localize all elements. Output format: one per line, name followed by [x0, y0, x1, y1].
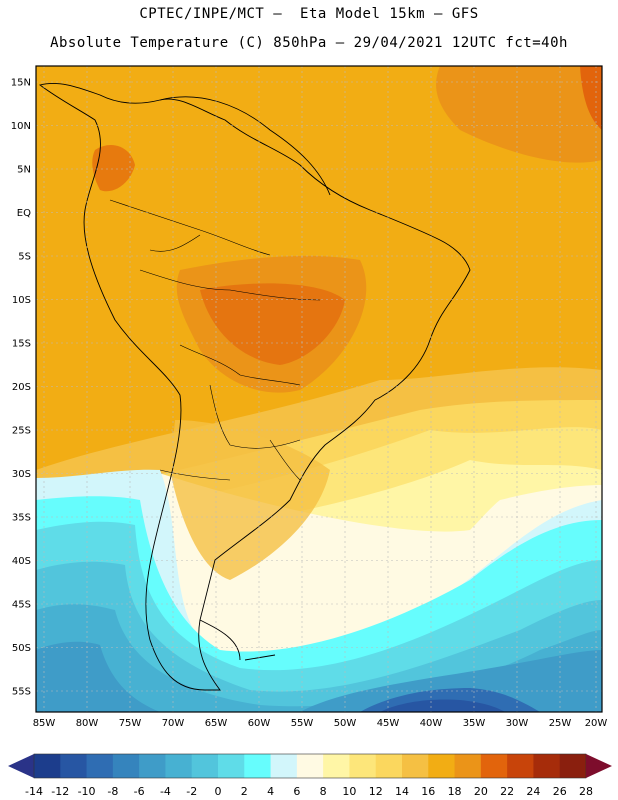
lon-label: 20W	[585, 718, 608, 729]
lon-label: 60W	[248, 718, 271, 729]
colorbar-swatch	[323, 754, 350, 778]
colorbar-label: 18	[448, 785, 462, 798]
lon-label: 35W	[463, 718, 486, 729]
colorbar-label: -12	[51, 785, 69, 798]
lon-label: 25W	[549, 718, 572, 729]
colorbar-swatch	[296, 754, 324, 778]
colorbar-left-arrow	[8, 754, 34, 778]
colorbar-label: -4	[160, 785, 171, 798]
colorbar-swatch	[191, 754, 219, 778]
lat-label: 10N	[11, 121, 31, 132]
colorbar-swatch	[559, 754, 587, 778]
lat-label: 50S	[12, 643, 31, 654]
colorbar-swatch	[60, 754, 88, 778]
colorbar-label: 4	[267, 785, 274, 798]
colorbar-swatch	[480, 754, 508, 778]
map-frame	[35, 65, 603, 713]
colorbar-label: -2	[186, 785, 197, 798]
map-title-line-2: Absolute Temperature (C) 850hPa – 29/04/…	[50, 35, 568, 51]
colorbar-label: 26	[553, 785, 567, 798]
lon-label: 85W	[33, 718, 56, 729]
temperature-field	[36, 66, 602, 712]
lat-label: 25S	[12, 426, 31, 437]
colorbar-swatch	[349, 754, 377, 778]
colorbar: -14 -12 -10 -8 -6 -4 -2 0 2 4 6 8 10 12 14 16 18 20 22 24 26…	[8, 753, 612, 798]
lon-label: 75W	[119, 718, 142, 729]
lon-label: 70W	[162, 718, 185, 729]
lon-label: 30W	[506, 718, 529, 729]
colorbar-swatch	[112, 754, 140, 778]
lon-label: 40W	[420, 718, 443, 729]
colorbar-label: 14	[395, 785, 409, 798]
lat-label: 35S	[12, 513, 31, 524]
lon-label: 50W	[334, 718, 357, 729]
colorbar-label: 10	[342, 785, 356, 798]
colorbar-label: -8	[107, 785, 118, 798]
lat-label: 40S	[12, 556, 31, 567]
colorbar-label: 16	[421, 785, 435, 798]
lat-label: 45S	[12, 600, 31, 611]
colorbar-swatch	[218, 754, 245, 778]
colorbar-swatch	[270, 754, 298, 778]
colorbar-swatch	[454, 754, 482, 778]
colorbar-label: 12	[369, 785, 383, 798]
colorbar-swatch	[375, 754, 403, 778]
colorbar-swatch	[533, 754, 561, 778]
lon-label: 55W	[291, 718, 314, 729]
colorbar-swatch	[86, 754, 114, 778]
coastlines	[38, 83, 471, 691]
colorbar-labels: -14 -12 -10 -8 -6 -4 -2 0 2 4 6 8 10 12 14 16 18 20 22 24 26…	[25, 785, 593, 798]
colorbar-swatch	[139, 754, 166, 778]
colorbar-label: 8	[320, 785, 327, 798]
lon-label: 65W	[205, 718, 228, 729]
map-title-line-1: CPTEC/INPE/MCT – Eta Model 15km – GFS	[139, 6, 479, 22]
colorbar-label: 2	[241, 785, 248, 798]
lon-label: 45W	[377, 718, 400, 729]
colorbar-label: 22	[500, 785, 514, 798]
lat-label: EQ	[17, 208, 31, 219]
colorbar-label: -10	[78, 785, 96, 798]
colorbar-swatch	[244, 754, 272, 778]
graticule	[36, 66, 602, 712]
colorbar-swatch	[34, 754, 61, 778]
lat-label: 10S	[12, 295, 31, 306]
lat-label: 15S	[12, 339, 31, 350]
colorbar-swatch	[165, 754, 193, 778]
longitude-labels: 85W 80W 75W 70W 65W 60W 55W 50W 45W 40W …	[33, 718, 608, 729]
lat-label: 5S	[18, 252, 31, 263]
colorbar-swatch	[507, 754, 534, 778]
latitude-labels: 15N 10N 5N EQ 5S 10S 15S 20S 25S 30S 35S…	[11, 78, 31, 698]
colorbar-label: -6	[134, 785, 145, 798]
lat-label: 15N	[11, 78, 31, 89]
colorbar-label: 6	[293, 785, 300, 798]
colorbar-label: 24	[526, 785, 540, 798]
colorbar-label: 20	[474, 785, 488, 798]
colorbar-swatch	[402, 754, 429, 778]
lat-label: 20S	[12, 382, 31, 393]
lat-label: 30S	[12, 469, 31, 480]
lon-label: 80W	[76, 718, 99, 729]
colorbar-label: 28	[579, 785, 593, 798]
lat-label: 5N	[17, 165, 31, 176]
country-borders	[109, 199, 321, 481]
lat-label: 55S	[12, 687, 31, 698]
colorbar-label: 0	[215, 785, 222, 798]
colorbar-swatch	[428, 754, 456, 778]
colorbar-label: -14	[25, 785, 43, 798]
colorbar-right-arrow	[586, 754, 612, 778]
